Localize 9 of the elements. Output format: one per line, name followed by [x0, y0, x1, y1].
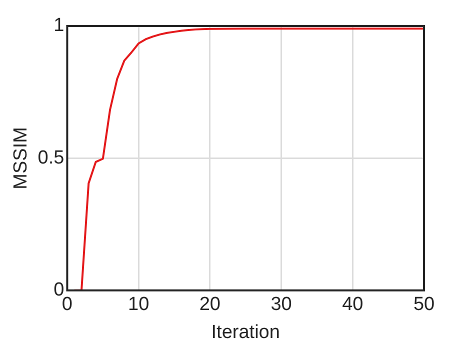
x-tick-label: 40 [342, 294, 364, 316]
y-axis-title: MSSIM [10, 127, 32, 190]
x-tick-label: 50 [413, 294, 435, 316]
x-tick-label: 20 [199, 294, 220, 316]
y-tick-label: 0.5 [38, 147, 64, 168]
x-tick-label: 10 [128, 294, 150, 316]
y-tick-label: 1 [54, 15, 64, 36]
x-axis-title: Iteration [211, 322, 280, 343]
x-tick-label: 30 [270, 294, 292, 316]
